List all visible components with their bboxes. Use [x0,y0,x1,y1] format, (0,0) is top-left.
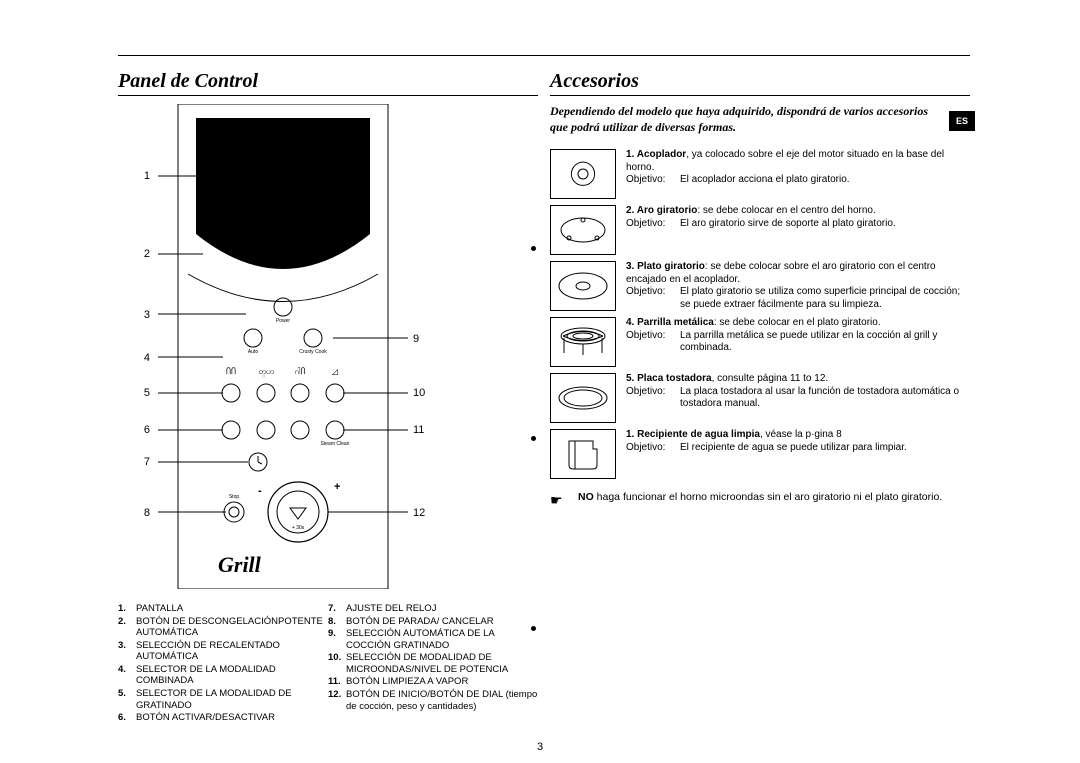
callout: 3 [120,309,150,321]
accessories-title: Accesorios [550,70,970,96]
callout: 10 [413,387,443,399]
accessories-intro: Dependiendo del modelo que haya adquirid… [550,104,970,135]
top-rule [118,55,970,65]
svg-text:တ္ဟ: တ္ဟ [258,367,274,378]
warning-text: NO haga funcionar el horno microondas si… [578,491,942,509]
svg-text:Steam Clean: Steam Clean [321,441,350,447]
accessory-item: 5. Placa tostadora, consulte página 11 t… [550,373,970,423]
svg-text:+ 30s: + 30s [292,525,305,531]
callout: 11 [413,424,443,436]
svg-text:ဂါႶ: ဂါႶ [295,366,306,376]
control-panel-fig: 1 2 3 4 5 6 7 8 9 10 11 12 [158,104,478,589]
accessory-item: 2. Aro giratorio: se debe colocar en el … [550,205,970,255]
accessory-item: 3. Plato giratorio: se debe colocar sobr… [550,261,970,311]
panel-title: Panel de Control [118,70,538,96]
svg-text:Auto: Auto [248,349,259,355]
lang-tag: ES [949,111,975,131]
accessory-text: 1. Recipiente de agua limpia, véase la p… [626,429,970,479]
accessory-icon [550,373,616,423]
callout: 1 [120,170,150,182]
callout: 6 [120,424,150,436]
svg-text:ႶႶ: ႶႶ [226,367,236,376]
svg-text:-: - [258,485,262,497]
page-number: 3 [0,741,1080,753]
svg-text:Power: Power [276,318,291,324]
accessory-text: 2. Aro giratorio: se debe colocar en el … [626,205,970,255]
accessory-text: 4. Parrilla metálica: se debe colocar en… [626,317,970,367]
accessory-icon [550,429,616,479]
accessories-list: 1. Acoplador, ya colocado sobre el eje d… [550,149,970,479]
col-panel: Panel de Control 1 2 3 4 5 6 7 8 9 10 11… [118,70,538,725]
accessory-icon [550,205,616,255]
callout: 4 [120,352,150,364]
svg-text:Crusty Cook: Crusty Cook [299,349,327,355]
pointer-icon: ☛ [550,491,578,509]
accessory-text: 5. Placa tostadora, consulte página 11 t… [626,373,970,423]
control-panel-svg: Power Auto Crusty Cook ႶႶ တ္ဟ ဂါႶ ◿ [158,104,408,589]
callout: 8 [120,507,150,519]
col-accessories: ES Accesorios Dependiendo del modelo que… [550,70,970,509]
accessory-icon [550,149,616,199]
callout: 12 [413,507,443,519]
svg-text:+: + [334,481,340,493]
svg-text:Stop: Stop [229,494,240,500]
callout: 9 [413,333,443,345]
panel-legend: 1.PANTALLA2.BOTÓN DE DESCONGELACIÓNPOTEN… [118,603,538,725]
accessory-icon [550,317,616,367]
accessory-icon [550,261,616,311]
accessory-item: 4. Parrilla metálica: se debe colocar en… [550,317,970,367]
callout: 7 [120,456,150,468]
callout: 5 [120,387,150,399]
svg-text:Grill: Grill [218,552,262,577]
accessory-item: 1. Recipiente de agua limpia, véase la p… [550,429,970,479]
svg-text:◿: ◿ [332,367,339,376]
accessory-item: 1. Acoplador, ya colocado sobre el eje d… [550,149,970,199]
callout: 2 [120,248,150,260]
warning-note: ☛ NO haga funcionar el horno microondas … [550,491,970,509]
accessory-text: 1. Acoplador, ya colocado sobre el eje d… [626,149,970,199]
accessory-text: 3. Plato giratorio: se debe colocar sobr… [626,261,970,311]
